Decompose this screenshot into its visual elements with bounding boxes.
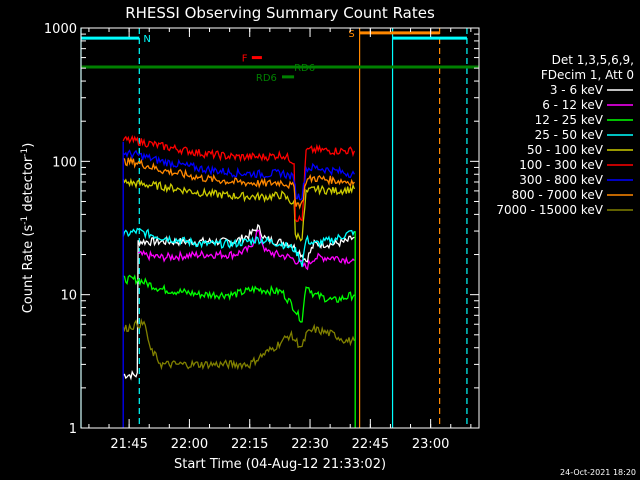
x-axis-ticks: 21:45 22:00 22:15 22:30 22:45 23:00 <box>88 28 472 452</box>
series-line <box>122 274 355 323</box>
legend: Det 1,3,5,6,9, FDecim 1, Att 0 3 - 6 keV… <box>496 53 634 217</box>
series-line <box>137 229 355 271</box>
flag-label: F <box>242 54 248 65</box>
x-axis-label: Start Time (04-Aug-12 21:33:02) <box>174 457 386 472</box>
legend-label: 100 - 300 keV <box>519 158 603 172</box>
y-axis-label-main: Count Rate (s <box>21 225 36 314</box>
x-tick-label: 22:15 <box>231 437 268 452</box>
y-tick-label: 100 <box>52 155 77 170</box>
y-axis-label: Count Rate (s-1 detector-1) <box>20 143 36 314</box>
x-tick-label: 21:45 <box>110 437 147 452</box>
y-axis-label-end: ) <box>21 143 36 148</box>
legend-label: 7000 - 15000 keV <box>496 203 603 217</box>
x-tick-label: 22:00 <box>171 437 208 452</box>
legend-header-line-1: Det 1,3,5,6,9, <box>552 53 634 67</box>
legend-label: 300 - 800 keV <box>519 173 603 187</box>
y-tick-label: 1 <box>69 422 77 437</box>
flag-label: S <box>348 29 354 40</box>
footer-date: 24-Oct-2021 18:20 <box>560 468 636 477</box>
legend-label: 6 - 12 keV <box>542 98 604 112</box>
legend-label: 3 - 6 keV <box>550 83 604 97</box>
y-axis-label-sup1: -1 <box>20 216 30 225</box>
flag-label: RD6 <box>256 73 277 84</box>
x-tick-label: 22:30 <box>291 437 328 452</box>
flag-label: RD6 <box>294 63 315 74</box>
y-axis-label-mid: detector <box>21 156 36 216</box>
series-line <box>122 227 356 268</box>
x-tick-label: 22:45 <box>352 437 389 452</box>
series-line <box>122 134 356 223</box>
legend-label: 25 - 50 keV <box>535 128 604 142</box>
y-axis-ticks: 1 10 100 1000 <box>44 22 479 437</box>
chart-title: RHESSI Observing Summary Count Rates <box>125 4 435 22</box>
x-tick-label: 23:00 <box>412 437 449 452</box>
series-line <box>122 156 355 210</box>
legend-label: 12 - 25 keV <box>535 113 604 127</box>
series-line <box>122 318 356 371</box>
plot-frame <box>80 27 480 429</box>
y-tick-label: 10 <box>60 289 77 304</box>
legend-label: 800 - 7000 keV <box>512 188 604 202</box>
flag-label: N <box>143 34 150 45</box>
series-line <box>122 223 355 381</box>
y-tick-label: 1000 <box>44 22 77 37</box>
series-line <box>122 177 356 242</box>
legend-label: 50 - 100 keV <box>527 143 604 157</box>
series-layer <box>122 134 356 428</box>
legend-header-line-2: FDecim 1, Att 0 <box>541 68 634 82</box>
y-axis-label-sup2: -1 <box>20 148 30 157</box>
flag-bars: N S F RD6 RD6 <box>81 29 479 84</box>
series-line <box>122 149 355 201</box>
